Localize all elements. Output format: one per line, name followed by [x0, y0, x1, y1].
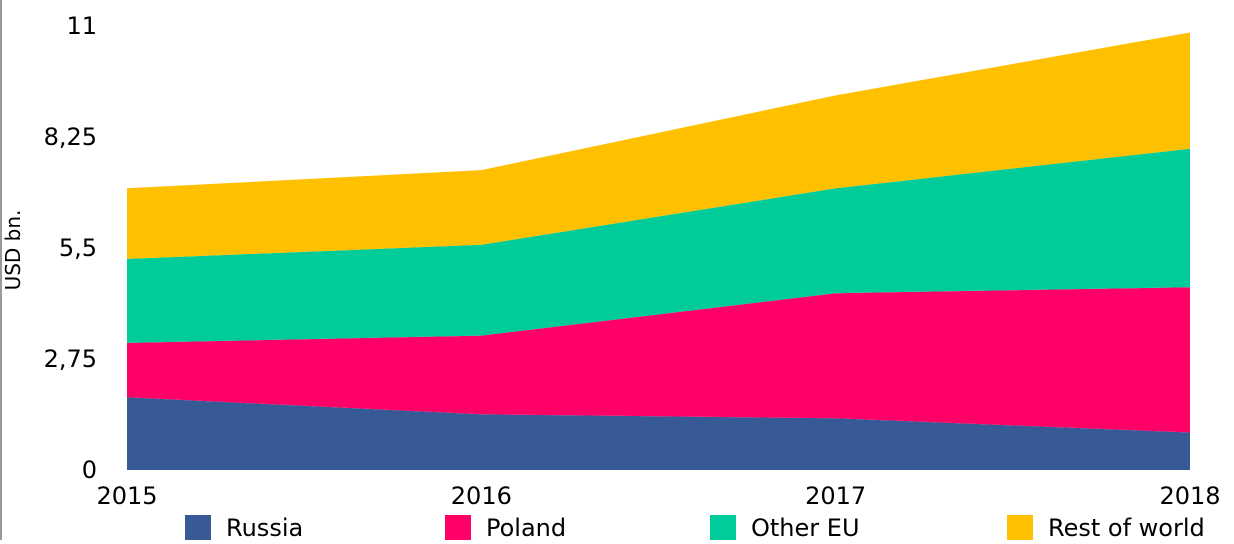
legend-label: Rest of world — [1048, 514, 1205, 540]
legend-swatch — [1007, 515, 1033, 541]
legend-label: Other EU — [751, 514, 860, 540]
legend-swatch — [185, 515, 211, 541]
x-axis-ticks: 2015 2016 2017 2018 — [96, 482, 1220, 510]
y-tick-label: 11 — [66, 12, 97, 40]
legend-swatch — [445, 515, 471, 541]
series-areas — [127, 32, 1190, 470]
x-tick-label: 2015 — [96, 482, 157, 510]
legend-item-russia: Russia — [185, 514, 303, 542]
y-tick-label: 0 — [82, 456, 97, 484]
area-russia — [127, 397, 1190, 470]
y-tick-label: 2,75 — [44, 345, 97, 373]
y-axis-ticks: 0 2,75 5,5 8,25 11 — [44, 12, 97, 484]
area-rest-of-world — [127, 32, 1190, 259]
legend-label: Russia — [226, 514, 303, 540]
legend-label: Poland — [486, 514, 566, 540]
legend: Russia Poland Other EU Rest of world — [185, 514, 1205, 542]
area-poland — [127, 287, 1190, 433]
x-tick-label: 2018 — [1159, 482, 1220, 510]
legend-swatch — [710, 515, 736, 541]
legend-item-other-eu: Other EU — [710, 514, 860, 542]
area-other-eu — [127, 148, 1190, 343]
x-tick-label: 2016 — [451, 482, 512, 510]
x-tick-label: 2017 — [805, 482, 866, 510]
y-tick-label: 8,25 — [44, 123, 97, 151]
y-axis-title: USD bn. — [1, 210, 25, 291]
y-tick-label: 5,5 — [59, 234, 97, 262]
legend-item-rest-of-world: Rest of world — [1007, 514, 1205, 542]
legend-item-poland: Poland — [445, 514, 566, 542]
